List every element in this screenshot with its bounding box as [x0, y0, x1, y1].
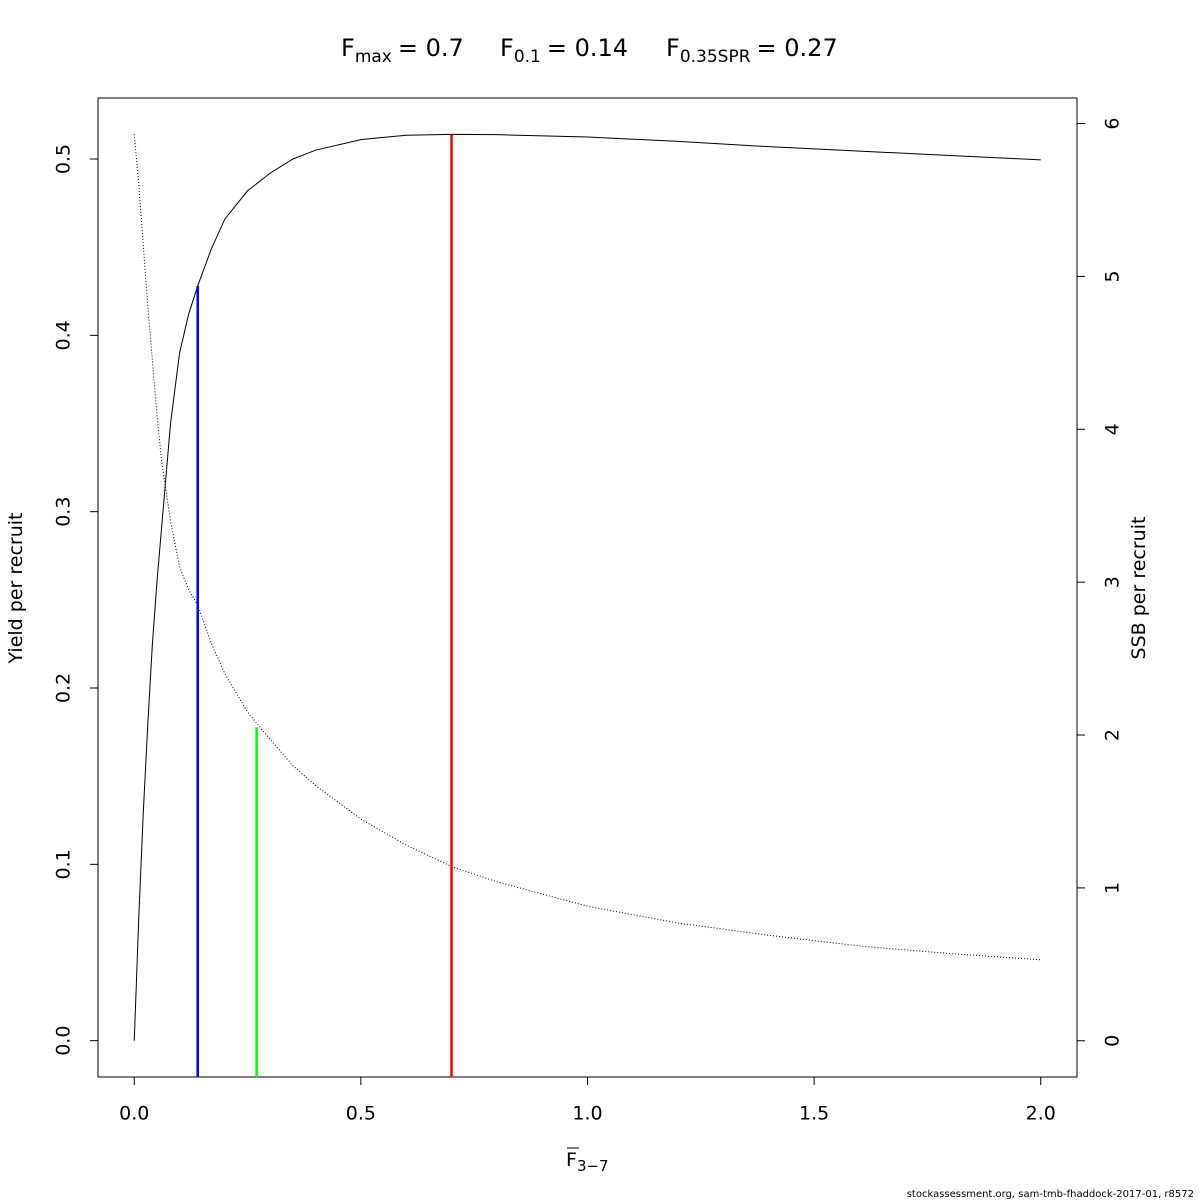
x-label-symbol: F: [566, 1149, 577, 1171]
x-axis-label: F3−7: [566, 1149, 609, 1175]
x-tick-label: 2.0: [1026, 1103, 1056, 1125]
series-line: [133, 133, 1041, 1041]
title-subscript: max: [355, 47, 392, 67]
title-subscript: 0.35SPR: [680, 47, 751, 67]
x-label-subscript: 3−7: [577, 1157, 609, 1175]
y-axis-label: Yield per recruit: [5, 513, 27, 665]
x-tick-label: 0.0: [119, 1103, 149, 1125]
x-tick-label: 1.0: [572, 1103, 602, 1125]
title-part: Fmax = 0.7: [341, 34, 464, 67]
y-tick-label: 0.0: [53, 1026, 75, 1056]
y-tick-label: 0.2: [53, 673, 75, 703]
title-symbol: F: [341, 34, 355, 62]
series-line: [133, 134, 1041, 961]
title-value: = 0.14: [547, 34, 628, 62]
y2-tick-label: 1: [1102, 882, 1124, 894]
y2-tick-label: 4: [1102, 423, 1124, 435]
y2-tick-label: 3: [1102, 576, 1124, 588]
title-value: = 0.7: [398, 34, 464, 62]
y-tick-label: 0.3: [53, 497, 75, 527]
title-part: F0.1 = 0.14: [500, 34, 628, 67]
y2-tick-label: 6: [1102, 117, 1124, 129]
y-tick-label: 0.1: [53, 849, 75, 879]
y2-tick-label: 5: [1102, 270, 1124, 282]
title-symbol: F: [666, 34, 680, 62]
footer: stockassessment.org, sam-tmb-fhaddock-20…: [907, 1189, 1194, 1200]
plot-frame: [97, 97, 1078, 1078]
x-tick-label: 0.5: [346, 1103, 376, 1125]
y-tick-label: 0.4: [53, 320, 75, 350]
x-tick-label: 1.5: [799, 1103, 829, 1125]
y2-axis-label: SSB per recruit: [1128, 517, 1150, 660]
title-subscript: 0.1: [514, 47, 541, 67]
y2-tick-label: 2: [1102, 729, 1124, 741]
y-tick-label: 0.5: [53, 144, 75, 174]
y2-tick-label: 0: [1102, 1035, 1124, 1047]
title-part: F0.35SPR = 0.27: [666, 34, 838, 67]
title-symbol: F: [500, 34, 514, 62]
title-value: = 0.27: [757, 34, 838, 62]
